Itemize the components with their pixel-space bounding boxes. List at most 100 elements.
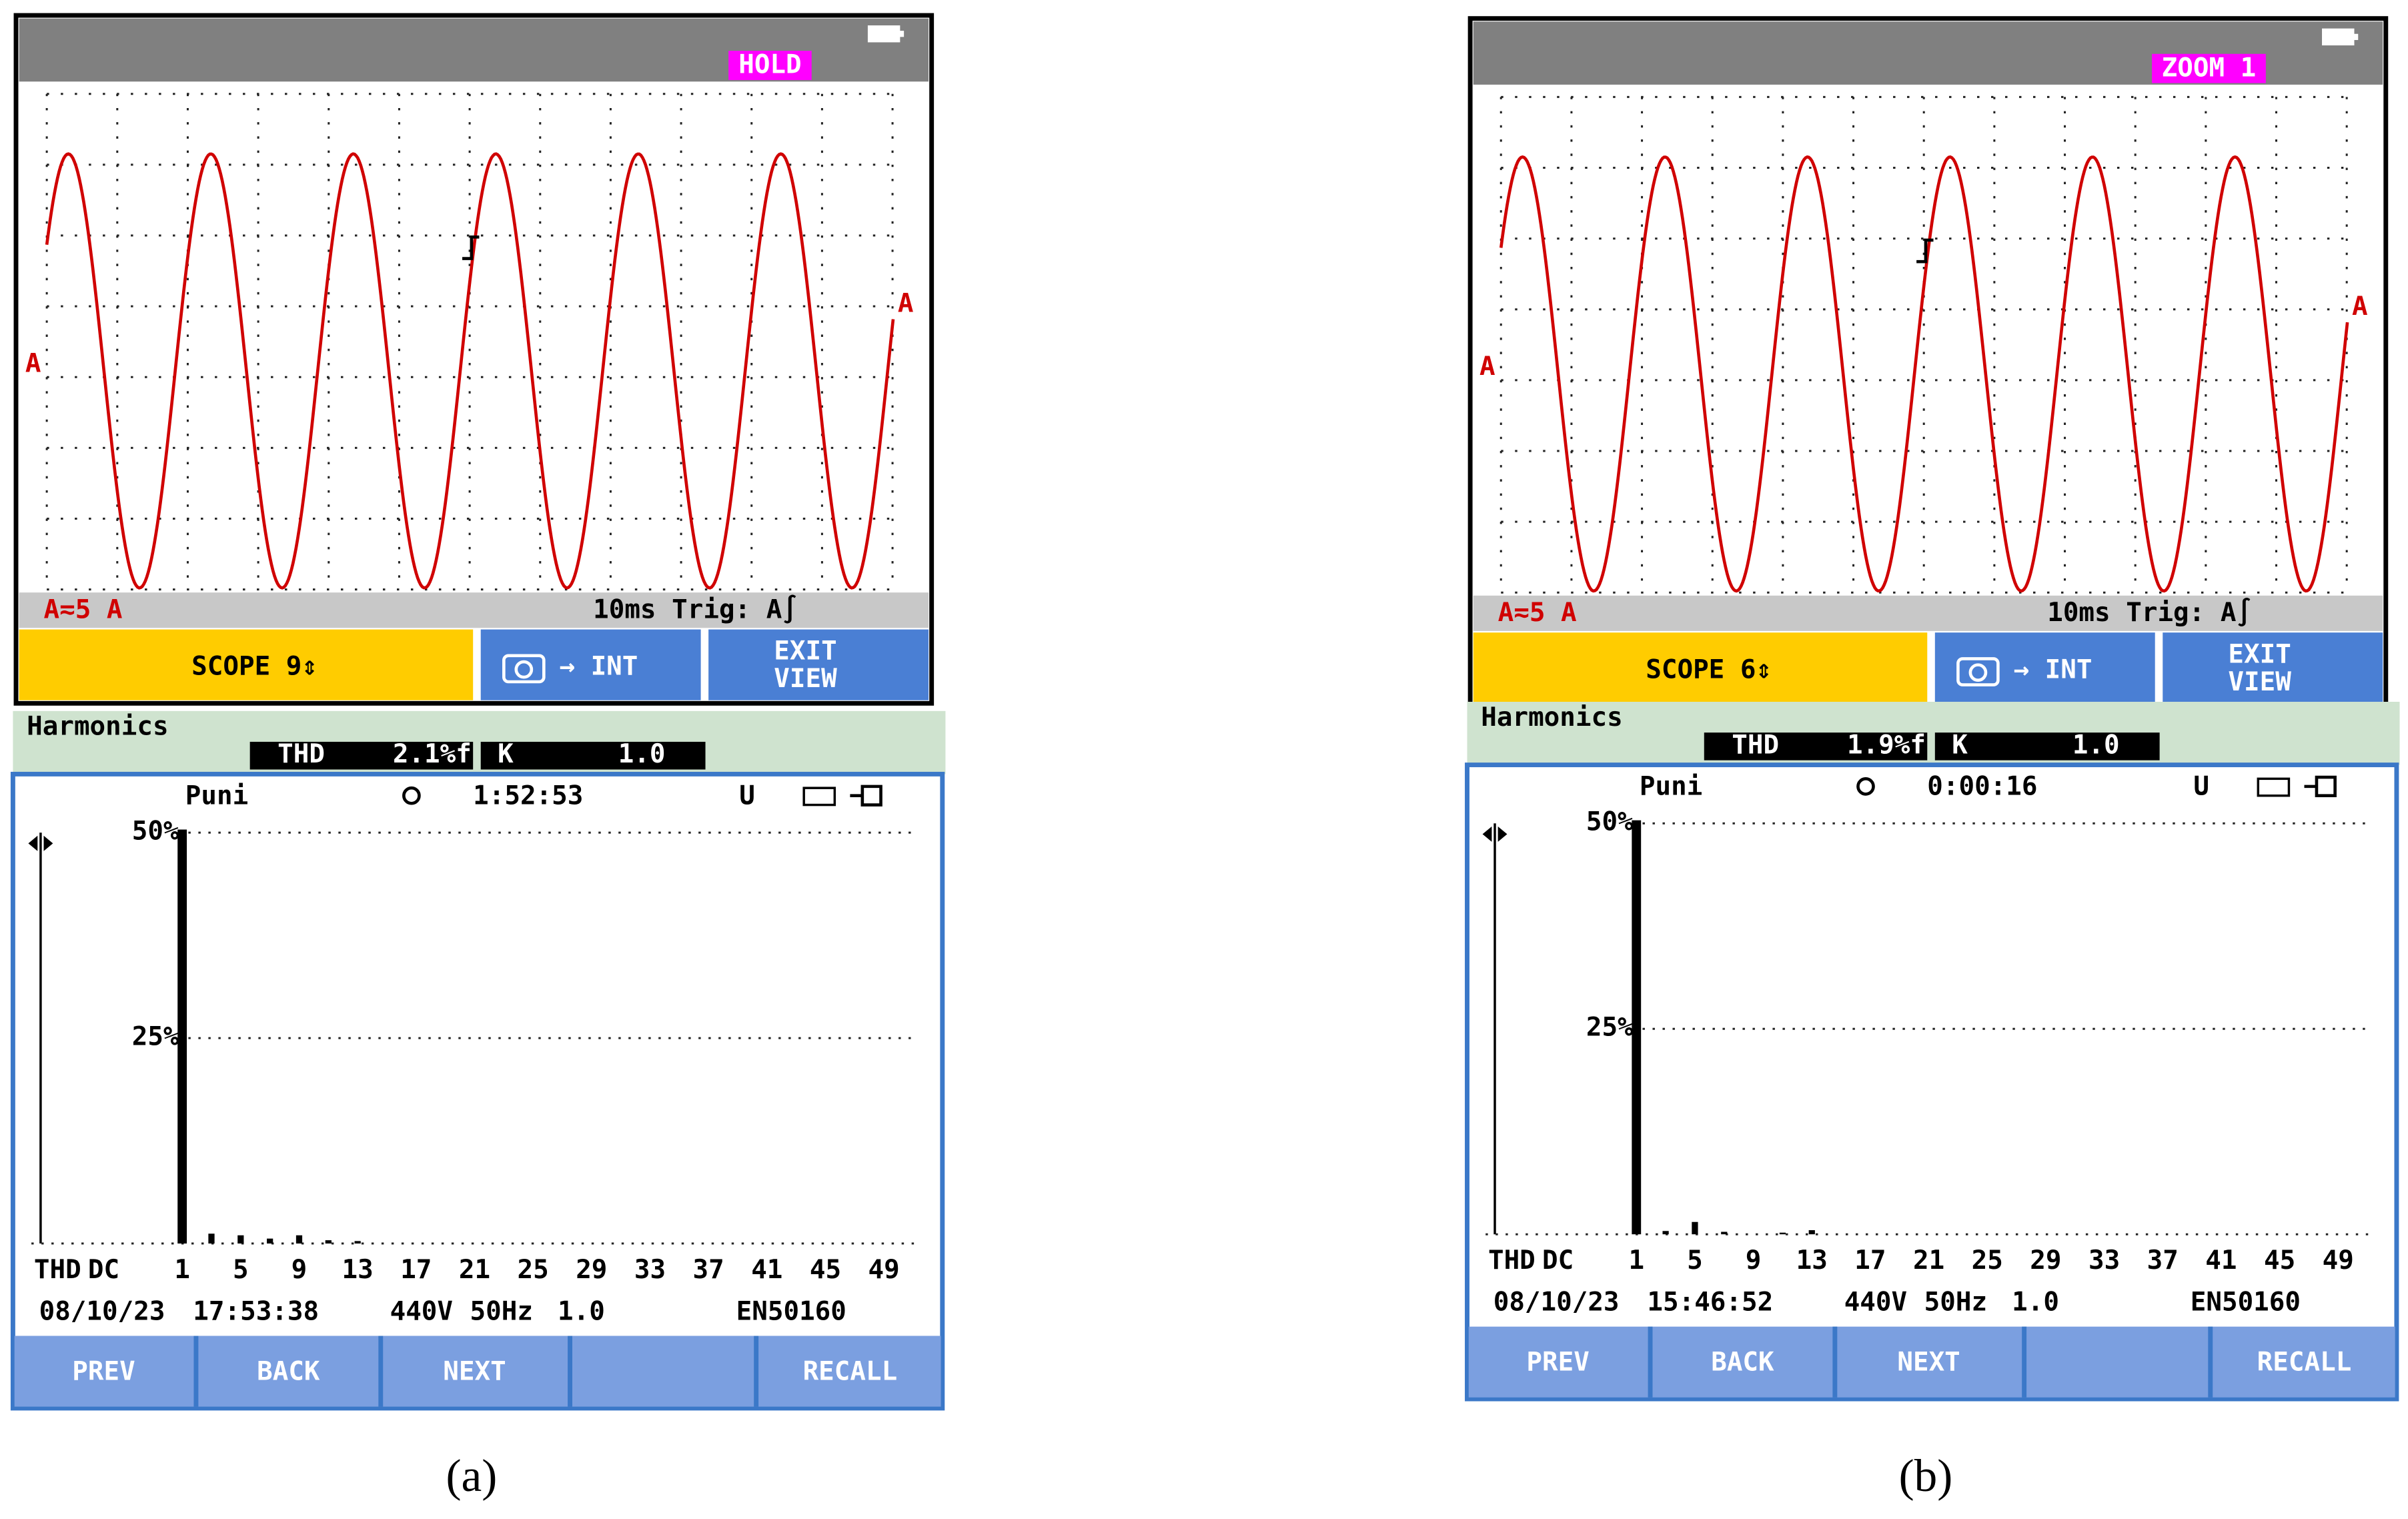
x-tick-label: 49	[868, 1255, 900, 1285]
x-tick-label: 33	[2088, 1245, 2120, 1276]
range-label: A≂5 A	[1498, 598, 1577, 628]
k-box	[1934, 732, 2160, 761]
x-tick-label: 33	[634, 1255, 666, 1285]
status-label: U	[2193, 772, 2209, 802]
timebase-label: 10ms Trig: A∫	[593, 594, 798, 624]
save-button-label: → INT	[2013, 654, 2092, 684]
status-icon	[802, 787, 836, 807]
x-tick-label: 9	[1746, 1245, 1762, 1276]
k-value: 1.0	[618, 739, 666, 769]
thd-box	[1704, 732, 1928, 761]
harmonic-bar	[1721, 1231, 1728, 1235]
harmonic-bar	[295, 1235, 303, 1244]
camera-icon	[1956, 657, 2000, 686]
info-strip	[19, 592, 929, 628]
battery-tip	[2353, 33, 2359, 40]
footer-text: EN50160	[736, 1296, 846, 1326]
scope-button	[1473, 632, 1928, 704]
thd-value: 2.1%f	[393, 739, 472, 769]
harmonic-bar	[1662, 1231, 1669, 1235]
timer: 0:00:16	[1927, 772, 2037, 802]
harmonic-bar	[237, 1235, 244, 1244]
axis-arrows	[28, 835, 53, 851]
x-tick-label: DC	[1542, 1245, 1574, 1276]
battery-tip	[899, 31, 905, 37]
axis-arrows	[1482, 826, 1508, 842]
x-tick-label: 13	[342, 1255, 374, 1285]
scope-screen: ZOOM 1 A A A≂5 A 10ms Trig: A∫ SCOPE 6⇕ → INT E…	[1467, 16, 2389, 709]
footer-text: 15:46:52	[1647, 1288, 1773, 1318]
thd-value: 1.9%f	[1847, 730, 1926, 760]
softkey-label: RECALL	[2257, 1347, 2352, 1377]
plug-icon	[2304, 775, 2337, 798]
softkey-label: PREV	[1526, 1347, 1589, 1377]
x-tick-label: DC	[88, 1255, 119, 1285]
header-bar	[13, 710, 946, 775]
x-tick-label: 41	[751, 1255, 782, 1285]
footer-text: 08/10/23	[39, 1296, 165, 1326]
camera-lens	[1968, 663, 1988, 682]
harmonic-bar	[325, 1240, 332, 1244]
waveform	[45, 152, 895, 590]
harmonics-frame	[10, 771, 945, 1411]
exit-button	[708, 629, 929, 700]
channel-marker: A	[898, 288, 914, 318]
harmonic-bar	[1632, 820, 1642, 1235]
plug-icon	[850, 785, 882, 807]
save-button-label: → INT	[559, 652, 638, 682]
harmonic-bar	[267, 1238, 273, 1244]
exit-button-label: EXIT	[2228, 639, 2291, 669]
footer-text: 1.0	[2012, 1288, 2059, 1318]
k-value: 1.0	[2072, 730, 2120, 760]
footer-text: 17:53:38	[193, 1296, 319, 1326]
waveform	[1499, 155, 2349, 593]
harmonics-screen: Harmonics THD 1.9%f K 1.0 Puni 0:00:16 U 50% 25% T…	[1465, 701, 2400, 1402]
channel-marker: A	[2352, 292, 2368, 322]
harmonic-bar	[1692, 1221, 1698, 1235]
footer-text: 08/10/23	[1493, 1288, 1620, 1318]
y-tick-label: 50%	[1586, 807, 1634, 837]
y-tick-label: 25%	[1586, 1013, 1634, 1043]
x-tick-label: 41	[2205, 1245, 2237, 1276]
caption: (a)	[446, 1450, 497, 1501]
y-tick-label: 50%	[132, 817, 179, 847]
footer-text: 440V	[1844, 1288, 1907, 1318]
softkey-label: PREV	[72, 1356, 135, 1386]
exit-button-label: VIEW	[774, 664, 837, 694]
k-label: K	[1952, 730, 1968, 760]
channel-marker: A	[1479, 352, 1495, 382]
x-tick-label: 1	[1628, 1245, 1644, 1276]
x-tick-label: 21	[1913, 1245, 1944, 1276]
range-label: A≂5 A	[44, 594, 123, 624]
x-tick-label: 25	[518, 1255, 549, 1285]
battery-icon	[867, 25, 900, 43]
footer-text: 50Hz	[1924, 1288, 1987, 1318]
footer-text: 50Hz	[470, 1296, 533, 1326]
caption: (b)	[1899, 1450, 1953, 1501]
harmonic-bar	[208, 1233, 215, 1244]
footer-text: 440V	[390, 1296, 453, 1326]
footer-text: 1.0	[558, 1296, 605, 1326]
mode-label: HOLD	[738, 50, 801, 80]
x-tick-label: 5	[233, 1255, 249, 1285]
x-tick-label: 17	[1854, 1245, 1886, 1276]
x-tick-label: 49	[2323, 1245, 2354, 1276]
mode-label: Puni	[1640, 772, 1702, 802]
mode-badge	[2152, 53, 2266, 83]
exit-button	[2163, 632, 2383, 704]
harmonic-bar	[1779, 1232, 1786, 1235]
softkey-label: NEXT	[1897, 1347, 1960, 1377]
button-bar	[1468, 1326, 2395, 1398]
softkey-label: BACK	[257, 1356, 320, 1386]
softkey-label: NEXT	[443, 1356, 506, 1386]
thd-label: THD	[277, 739, 325, 769]
timebase-label: 10ms Trig: A∫	[2047, 598, 2252, 628]
timer: 1:52:53	[473, 781, 583, 811]
x-tick-label: 17	[400, 1255, 432, 1285]
stopwatch-icon	[1856, 777, 1875, 796]
camera-icon	[502, 654, 546, 684]
harmonics-frame	[1465, 763, 2399, 1402]
exit-button-label: EXIT	[774, 636, 836, 666]
trigger-marker	[1916, 238, 1934, 264]
